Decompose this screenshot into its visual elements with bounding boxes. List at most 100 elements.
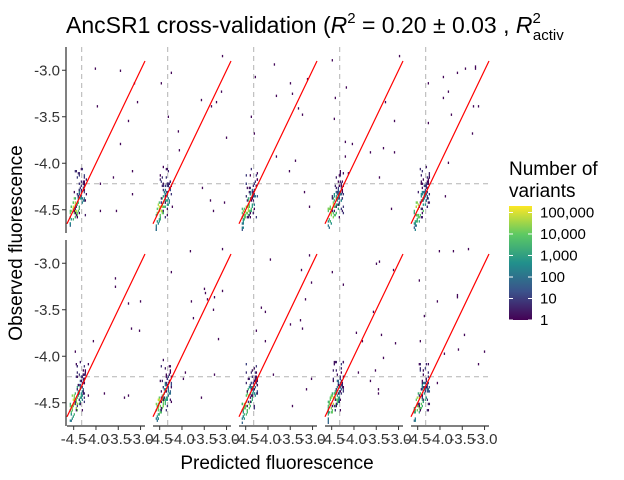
- x-tick-label: -3.5: [277, 431, 303, 448]
- heatmap-bin: [334, 398, 336, 401]
- heatmap-bin: [427, 82, 430, 85]
- heatmap-bin: [424, 190, 427, 194]
- heatmap-bin: [170, 386, 173, 389]
- heatmap-bin: [415, 220, 417, 223]
- heatmap-bin: [426, 386, 429, 389]
- heatmap-bin: [83, 174, 86, 177]
- heatmap-bin: [421, 190, 423, 194]
- heatmap-bin: [297, 107, 300, 110]
- heatmap-bin: [71, 417, 73, 420]
- heatmap-bin: [70, 218, 72, 221]
- heatmap-bin: [341, 381, 344, 385]
- heatmap-bin: [337, 193, 340, 196]
- heatmap-bin: [84, 199, 87, 202]
- heatmap-bin: [213, 373, 216, 376]
- heatmap-bin: [74, 201, 76, 204]
- heatmap-bin: [79, 386, 82, 389]
- heatmap-bin: [247, 388, 249, 391]
- heatmap-bin: [380, 333, 383, 337]
- heatmap-bin: [342, 283, 345, 286]
- heatmap-bin: [426, 190, 429, 194]
- heatmap-bin: [428, 402, 431, 406]
- heatmap-bin: [71, 409, 73, 412]
- x-tick-label: -3.0: [128, 431, 154, 448]
- heatmap-bin: [427, 201, 430, 204]
- heatmap-bin: [243, 406, 245, 410]
- heatmap-bin: [248, 190, 250, 194]
- heatmap-bin: [160, 209, 162, 213]
- heatmap-bin: [247, 205, 249, 208]
- heatmap-bin: [334, 360, 336, 364]
- x-tick-label: -4.0: [427, 431, 453, 448]
- heatmap-bin: [419, 339, 421, 343]
- heatmap-bin: [251, 203, 254, 206]
- heatmap-bin: [81, 201, 84, 204]
- heatmap-bin: [159, 205, 161, 208]
- heatmap-bin: [246, 390, 248, 393]
- heatmap-bin: [168, 373, 171, 376]
- heatmap-bin: [303, 190, 306, 194]
- heatmap-bin: [159, 409, 161, 412]
- heatmap-bin: [225, 136, 228, 139]
- heatmap-bin: [245, 174, 247, 177]
- heatmap-bin: [156, 419, 158, 422]
- heatmap-bin: [252, 184, 255, 188]
- heatmap-bin: [422, 190, 425, 194]
- heatmap-bin: [83, 188, 86, 192]
- heatmap-bin: [159, 404, 161, 408]
- heatmap-bin: [335, 176, 337, 179]
- heatmap-bin: [378, 260, 381, 263]
- x-tick-label: -4.0: [255, 431, 281, 448]
- heatmap-bin: [249, 186, 251, 190]
- heatmap-bin: [161, 394, 163, 397]
- heatmap-bin: [78, 190, 81, 194]
- heatmap-bin: [167, 197, 170, 200]
- legend-label: 1: [540, 312, 548, 329]
- heatmap-bin: [337, 188, 340, 192]
- heatmap-bin: [341, 190, 344, 194]
- heatmap-bin: [112, 176, 115, 179]
- heatmap-bin: [332, 197, 334, 200]
- heatmap-bin: [243, 417, 245, 420]
- heatmap-bin: [76, 396, 78, 399]
- heatmap-bin: [212, 308, 215, 311]
- heatmap-bin: [425, 193, 428, 196]
- heatmap-bin: [422, 203, 425, 206]
- heatmap-bin: [340, 193, 343, 196]
- heatmap-bin: [420, 402, 422, 406]
- heatmap-bin: [221, 247, 224, 251]
- heatmap-bin: [253, 203, 256, 206]
- heatmap-bin: [80, 379, 83, 383]
- heatmap-bin: [242, 220, 244, 223]
- heatmap-bin: [165, 167, 168, 171]
- heatmap-bin: [275, 94, 278, 98]
- heatmap-bin: [328, 226, 330, 229]
- heatmap-bin: [157, 203, 159, 206]
- heatmap-bin: [334, 96, 336, 100]
- heatmap-bin: [327, 413, 329, 416]
- heatmap-bin: [169, 398, 172, 401]
- heatmap-bin: [272, 373, 275, 376]
- x-tick-label: -3.0: [386, 431, 412, 448]
- facet-panel: [152, 240, 232, 426]
- heatmap-bin: [457, 348, 460, 351]
- heatmap-bin: [421, 211, 423, 215]
- heatmap-bin: [334, 396, 336, 399]
- heatmap-bin: [336, 373, 339, 376]
- heatmap-bin: [162, 402, 164, 406]
- heatmap-bin: [164, 193, 167, 196]
- heatmap-bin: [245, 362, 247, 366]
- heatmap-bin: [167, 375, 170, 378]
- heatmap-bin: [162, 404, 164, 408]
- heatmap-bin: [420, 388, 422, 391]
- heatmap-bin: [155, 224, 157, 227]
- heatmap-bin: [158, 220, 160, 223]
- heatmap-bin: [79, 400, 82, 404]
- heatmap-bin: [74, 216, 76, 219]
- legend-label: 1,000: [540, 247, 578, 264]
- heatmap-bin: [182, 377, 185, 381]
- heatmap-bin: [456, 293, 459, 297]
- heatmap-bin: [78, 172, 81, 175]
- heatmap-bin: [82, 388, 85, 391]
- heatmap-bin: [79, 402, 82, 406]
